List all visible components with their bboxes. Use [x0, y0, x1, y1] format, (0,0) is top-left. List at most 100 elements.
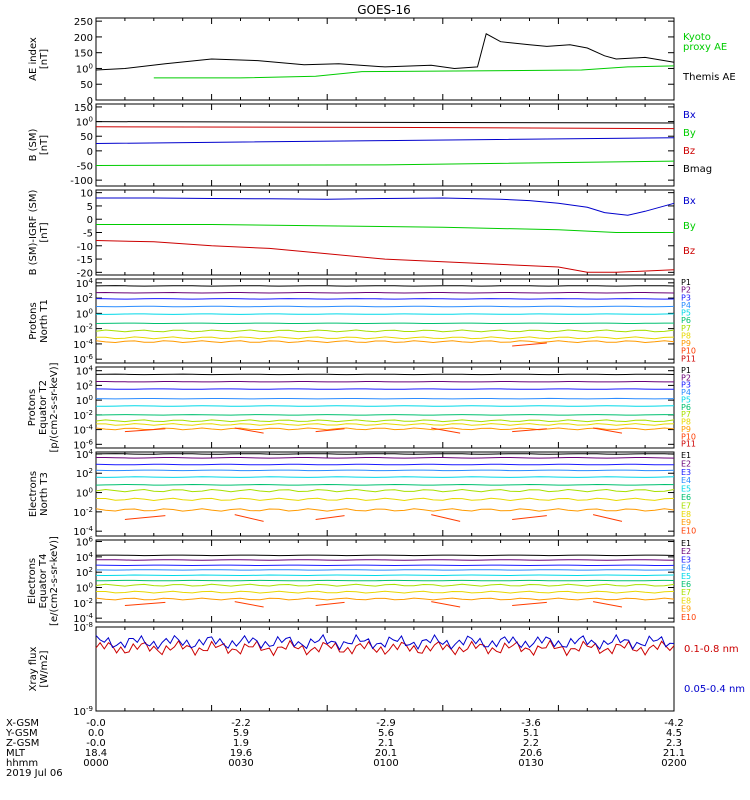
y-tick-label: 0: [87, 215, 93, 226]
channel-line: [95, 574, 675, 577]
y-tick-label: 250: [74, 17, 93, 28]
y-tick-label: 100: [76, 116, 93, 129]
channel-segment: [592, 427, 623, 434]
ephemeris-value: 18.4: [85, 748, 107, 759]
channel-label: P1: [681, 278, 691, 287]
y-axis-label: AE index [nT]: [28, 37, 50, 81]
channel-label: P9: [681, 425, 691, 434]
channel-label: E5: [681, 572, 691, 581]
channel-line: [96, 423, 675, 426]
channel-segment: [234, 514, 264, 522]
series-line: [95, 240, 675, 273]
y-tick-label: 10-4: [73, 424, 93, 437]
channel-line: [95, 427, 675, 431]
ephemeris-value: -3.6: [521, 718, 541, 729]
channel-label: P4: [681, 388, 691, 397]
channel-segment: [512, 342, 547, 347]
panel-1: -100 -50 0 50 100 150 B (SM) [nT] Bx By Bz Bmag: [28, 103, 712, 187]
y-axis-label-line: [p/(cm2-s-sr-keV)]: [49, 362, 60, 452]
ephemeris-value: 0000: [83, 758, 108, 769]
y-axis-label-line: Electrons: [27, 558, 38, 604]
ephemeris-value: 2.1: [378, 738, 394, 749]
y-axis-label-line: Equator T2: [38, 380, 49, 435]
y-axis-label-line: B (SM)-IGRF (SM): [28, 190, 39, 276]
ephemeris-value: 21.1: [663, 748, 685, 759]
y-tick-label: 10-2: [73, 506, 93, 519]
y-tick-label: 150: [74, 103, 93, 114]
y-tick-label: -50: [77, 162, 93, 173]
panel-2: -20 -15 -10 -5 0 5 10 B (SM)-IGRF (SM) [nT] Bx By B…: [28, 189, 696, 280]
y-tick-label: 104: [76, 448, 94, 461]
channel-label: E1: [681, 451, 691, 460]
ephemeris-row-label: MLT: [6, 748, 26, 759]
y-tick-label: 102: [76, 566, 93, 579]
channel-label: P5: [681, 309, 691, 318]
series-line: [95, 137, 675, 144]
channel-label: P6: [681, 403, 691, 412]
y-axis-label-line: [nT]: [39, 135, 50, 155]
channel-segment: [124, 515, 166, 520]
ephemeris-value: 2.2: [523, 738, 539, 749]
y-axis-label-line: [W/m2]: [39, 650, 50, 687]
y-axis-label-line: North T3: [39, 472, 50, 516]
legend-entry: proxy AE: [683, 42, 727, 53]
y-axis-label: B (SM) [nT]: [28, 128, 50, 161]
channel-label: E2: [681, 547, 691, 556]
channel-line: [95, 463, 675, 466]
legend-entry: Kyoto: [683, 32, 711, 43]
ephemeris-value: 2.3: [666, 738, 682, 749]
y-tick-label: 5: [87, 202, 93, 213]
y-axis-label: Electrons North T3: [28, 471, 50, 517]
channel-label: P3: [681, 293, 691, 302]
channel-label: P3: [681, 381, 691, 390]
legend-entry: By: [683, 221, 696, 232]
channel-label: P4: [681, 301, 691, 310]
channel-label: E8: [681, 596, 691, 605]
y-tick-label: -100: [70, 176, 93, 187]
ephemeris-value: 19.6: [230, 748, 252, 759]
ephemeris-value: 0.0: [88, 728, 104, 739]
panel-7: 10-9 10-8 Xray flux [W/m2] 0.1-0.8 nm 0.05-0.…: [28, 621, 745, 718]
y-tick-label: 100: [76, 62, 93, 75]
channel-label: E3: [681, 555, 691, 564]
channel-segment: [431, 514, 461, 522]
channel-label: P2: [681, 286, 691, 295]
channel-label: E8: [681, 510, 691, 519]
y-axis-label-line: AE index: [28, 37, 39, 81]
plot-title: GOES-16: [357, 3, 411, 17]
y-tick-label: -15: [77, 255, 93, 266]
y-tick-label: 100: [76, 307, 93, 320]
legend-entry: 0.1-0.8 nm: [684, 644, 739, 655]
y-tick-label: 0: [87, 147, 93, 158]
series-line: [95, 121, 675, 124]
y-axis-label: Protons North T1: [28, 299, 50, 343]
channel-label: P9: [681, 339, 691, 348]
legend-entry: 0.05-0.4 nm: [684, 684, 745, 695]
channel-line: [95, 313, 675, 315]
channel-label: E10: [681, 527, 696, 536]
channel-line: [95, 597, 675, 601]
channel-label: P2: [681, 373, 691, 382]
channel-label: P10: [681, 432, 696, 441]
series-line: [95, 160, 675, 166]
channel-line: [95, 483, 675, 486]
channel-line: [95, 419, 675, 423]
channel-line: [95, 298, 675, 300]
channel-label: P11: [681, 440, 696, 449]
channel-label: E6: [681, 493, 691, 502]
y-tick-label: 10-2: [73, 323, 93, 336]
y-tick-label: 10-2: [73, 409, 93, 422]
series-line: [95, 33, 675, 71]
ephemeris-value: 1.9: [233, 738, 249, 749]
legend-entry: Bmag: [683, 164, 712, 175]
ephemeris-value: -2.9: [376, 718, 396, 729]
ephemeris-value: 0130: [518, 758, 543, 769]
ephemeris-value: 20.6: [520, 748, 542, 759]
channel-line: [95, 329, 675, 333]
ephemeris-value: -0.0: [86, 738, 106, 749]
ephemeris-value: 0200: [661, 758, 686, 769]
channel-line: [95, 508, 675, 512]
ephemeris-value: 0030: [228, 758, 253, 769]
